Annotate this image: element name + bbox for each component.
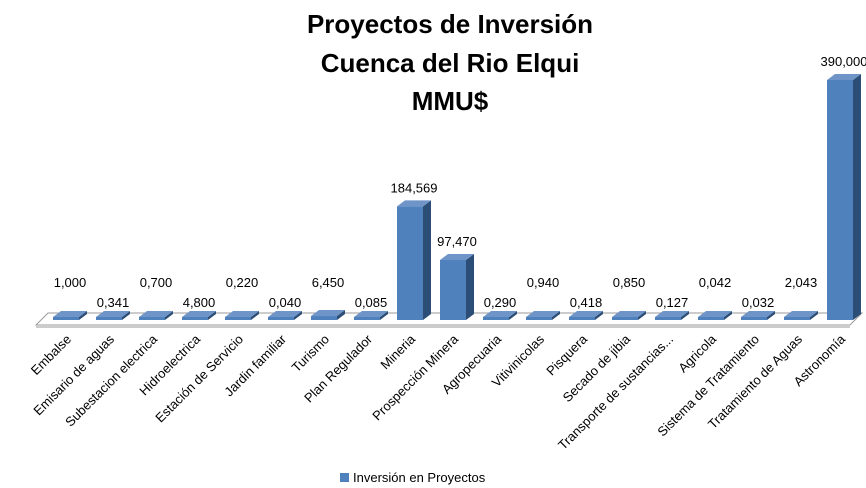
data-label: 0,040 xyxy=(269,295,302,310)
bar-side xyxy=(681,311,689,320)
bar-top xyxy=(526,311,560,317)
bar-side xyxy=(509,311,517,320)
bar-top xyxy=(483,311,517,317)
data-label: 390,000 xyxy=(821,54,866,69)
data-label: 0,220 xyxy=(226,275,259,290)
legend-swatch xyxy=(340,473,349,482)
bar xyxy=(827,80,853,320)
data-label: 0,418 xyxy=(570,295,603,310)
bar-top xyxy=(354,311,388,317)
bar xyxy=(53,317,79,320)
bar xyxy=(655,317,681,320)
bar-top xyxy=(784,311,818,317)
data-label: 0,042 xyxy=(699,275,732,290)
bar-side xyxy=(251,311,259,320)
bar xyxy=(440,260,466,320)
bar-top xyxy=(139,311,173,317)
data-label: 0,290 xyxy=(484,295,517,310)
bar-top xyxy=(569,311,603,317)
bar-side xyxy=(853,74,861,320)
bar-side xyxy=(595,311,603,320)
bar-side xyxy=(638,311,646,320)
bar-side xyxy=(294,311,302,320)
bar-top xyxy=(698,311,732,317)
data-label: 0,700 xyxy=(140,275,173,290)
data-label: 184,569 xyxy=(391,180,438,195)
chart-title: Proyectos de Inversión xyxy=(307,9,593,39)
bar-top xyxy=(655,311,689,317)
data-label: 0,940 xyxy=(527,275,560,290)
bar-side xyxy=(552,311,560,320)
bar xyxy=(741,317,767,320)
bar xyxy=(483,317,509,320)
bar xyxy=(784,317,810,320)
data-label: 0,850 xyxy=(613,275,646,290)
legend-label: Inversión en Proyectos xyxy=(353,470,486,485)
bar xyxy=(182,317,208,320)
chart-title: MMU$ xyxy=(412,86,489,116)
x-tick-label: Emisario de aguas xyxy=(30,331,117,418)
bar-top xyxy=(311,310,345,317)
data-label: 97,470 xyxy=(437,234,477,249)
bar xyxy=(569,317,595,320)
bar-side xyxy=(337,310,345,320)
bar-side xyxy=(810,311,818,320)
bar-top xyxy=(827,74,861,80)
bar xyxy=(397,206,423,320)
floor-edge xyxy=(36,325,850,328)
bar-top xyxy=(182,311,216,317)
bar-side xyxy=(466,254,474,320)
bar xyxy=(268,317,294,320)
bar xyxy=(526,317,552,320)
bar-side xyxy=(79,311,87,320)
bar-top xyxy=(268,311,302,317)
data-label: 4,800 xyxy=(183,295,216,310)
bar xyxy=(139,317,165,320)
bar-top xyxy=(397,200,431,207)
bar xyxy=(698,317,724,320)
bar-side xyxy=(165,311,173,320)
bar-top xyxy=(612,311,646,317)
bar-side xyxy=(724,311,732,320)
x-tick-label: Turismo xyxy=(289,332,332,375)
x-tick-label: Mineria xyxy=(377,331,418,372)
bar xyxy=(225,317,251,320)
data-label: 0,127 xyxy=(656,295,689,310)
bar xyxy=(96,317,122,320)
data-label: 1,000 xyxy=(54,275,87,290)
bar-top xyxy=(440,254,474,261)
data-label: 0,032 xyxy=(742,295,775,310)
bar-top xyxy=(53,311,87,317)
bar xyxy=(354,317,380,320)
bar-side xyxy=(208,311,216,320)
bar xyxy=(612,317,638,320)
bar xyxy=(311,316,337,320)
data-label: 6,450 xyxy=(312,275,345,290)
bar-top xyxy=(741,311,775,317)
data-label: 2,043 xyxy=(785,275,818,290)
bar-top xyxy=(96,311,130,317)
bar-side xyxy=(122,311,130,320)
chart-title: Cuenca del Rio Elqui xyxy=(321,48,580,78)
bar-side xyxy=(767,311,775,320)
bar-side xyxy=(380,311,388,320)
bar-side xyxy=(423,200,431,320)
data-label: 0,085 xyxy=(355,295,388,310)
data-label: 0,341 xyxy=(97,295,130,310)
bar-top xyxy=(225,311,259,317)
